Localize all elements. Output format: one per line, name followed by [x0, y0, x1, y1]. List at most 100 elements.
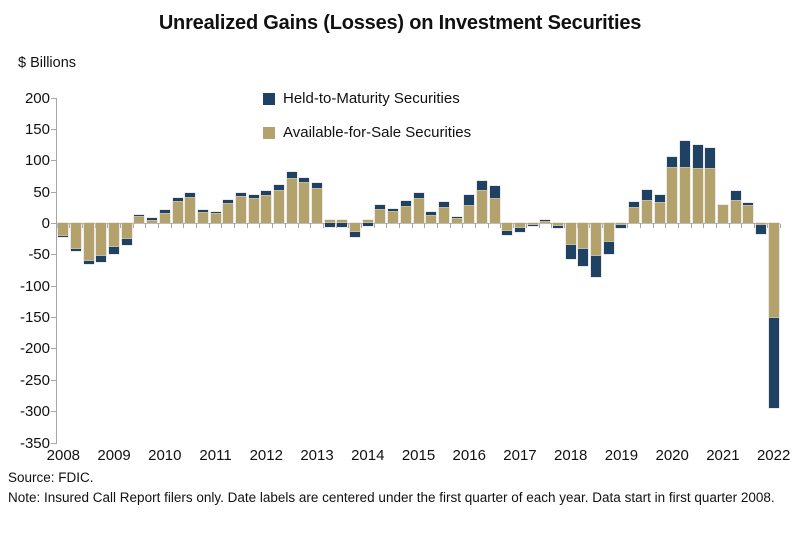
bar-2013-Q1-htm — [312, 183, 323, 188]
bar-2013-Q4-htm — [350, 231, 361, 238]
bar-2015-Q3-afs — [438, 206, 449, 224]
y-tick-label: -50 — [28, 246, 50, 264]
bar-2011-Q3-htm — [235, 193, 246, 197]
y-tick-label: -300 — [19, 403, 50, 421]
x-tick-mark — [107, 223, 109, 228]
x-tick-mark — [132, 223, 134, 228]
bar-2017-Q1-afs — [514, 223, 525, 228]
x-tick-mark — [703, 223, 705, 228]
bar-2021-Q3-afs — [743, 204, 754, 224]
bar-2017-Q4-htm — [553, 225, 564, 229]
bar-2016-Q4-afs — [502, 223, 513, 231]
x-tick-mark — [196, 223, 198, 228]
bar-2022-Q1-afs — [768, 223, 779, 319]
chart-title: Unrealized Gains (Losses) on Investment … — [158, 12, 642, 34]
y-axis-line — [56, 98, 57, 443]
bar-2016-Q2-afs — [476, 190, 487, 224]
x-year-label: 2022 — [756, 447, 791, 464]
bar-2009-Q2-afs — [121, 223, 132, 239]
x-tick-mark — [272, 223, 274, 228]
bar-2016-Q1-afs — [464, 204, 475, 224]
y-tick-mark — [51, 97, 57, 99]
bar-2016-Q3-htm — [489, 185, 500, 199]
bar-2021-Q1-afs — [717, 205, 728, 224]
bar-2021-Q2-afs — [730, 200, 741, 224]
bar-2018-Q2-htm — [578, 248, 589, 267]
x-tick-mark — [424, 223, 426, 228]
bar-2009-Q3-htm — [134, 215, 145, 217]
x-tick-mark — [665, 223, 667, 228]
x-tick-mark — [716, 223, 718, 228]
bar-2011-Q3-afs — [235, 196, 246, 224]
bar-2011-Q1-afs — [210, 212, 221, 224]
x-tick-mark — [779, 223, 781, 228]
y-tick-label: -200 — [19, 340, 50, 358]
bar-2021-Q4-htm — [755, 224, 766, 235]
bar-2008-Q4-afs — [96, 223, 107, 257]
y-axis-title: $ Billions — [18, 55, 77, 71]
x-tick-mark — [525, 223, 527, 228]
bar-2020-Q2-htm — [679, 141, 690, 167]
x-tick-mark — [234, 223, 236, 228]
bar-2008-Q2-afs — [71, 223, 82, 250]
legend-item-afs: Available-for-Sale Securities — [263, 124, 471, 141]
x-tick-mark — [373, 223, 375, 228]
bar-2012-Q4-afs — [299, 182, 310, 224]
x-tick-mark — [386, 223, 388, 228]
bar-2015-Q1-afs — [413, 198, 424, 224]
x-tick-mark — [221, 223, 223, 228]
bar-2020-Q3-htm — [692, 145, 703, 169]
bar-2012-Q2-htm — [273, 185, 284, 190]
bar-2015-Q4-htm — [451, 216, 462, 218]
bar-2015-Q2-afs — [426, 214, 437, 224]
bar-2012-Q1-htm — [261, 191, 272, 196]
bar-2012-Q3-htm — [286, 172, 297, 178]
y-tick-mark — [51, 411, 57, 413]
x-tick-mark — [678, 223, 680, 228]
bar-2018-Q4-afs — [603, 223, 614, 243]
x-tick-mark — [411, 223, 413, 228]
bar-2020-Q2-afs — [679, 167, 690, 224]
y-tick-label: 100 — [24, 152, 50, 170]
bar-2010-Q4-htm — [197, 209, 208, 212]
x-year-label: 2013 — [300, 447, 334, 464]
bar-2013-Q3-htm — [337, 223, 348, 227]
x-year-label: 2016 — [452, 447, 486, 464]
bar-2014-Q3-htm — [388, 209, 399, 211]
bar-2019-Q4-afs — [654, 202, 665, 224]
x-year-label: 2017 — [503, 447, 537, 464]
footer-notes: Source: FDIC. Note: Insured Call Report … — [8, 468, 794, 509]
bar-2020-Q1-htm — [667, 156, 678, 167]
x-year-label: 2019 — [604, 447, 639, 464]
bar-2011-Q1-htm — [210, 211, 221, 213]
bar-2009-Q1-htm — [109, 246, 120, 255]
x-tick-mark — [360, 223, 362, 228]
bar-2021-Q2-htm — [730, 190, 741, 201]
x-year-label: 2021 — [706, 447, 740, 464]
x-tick-mark — [398, 223, 400, 228]
x-tick-mark — [246, 223, 248, 228]
x-year-label: 2010 — [148, 447, 182, 464]
bar-2010-Q4-afs — [197, 211, 208, 224]
bar-2010-Q3-htm — [185, 193, 196, 198]
x-tick-mark — [284, 223, 286, 228]
y-tick-mark — [51, 348, 57, 350]
x-year-label: 2015 — [401, 447, 436, 464]
x-tick-mark — [335, 223, 337, 228]
x-tick-mark — [348, 223, 350, 228]
x-tick-mark — [538, 223, 540, 228]
bar-2015-Q1-htm — [413, 192, 424, 199]
bar-2014-Q2-afs — [375, 209, 386, 224]
bar-2009-Q3-afs — [134, 215, 145, 224]
bar-2014-Q2-htm — [375, 205, 386, 209]
y-tick-label: -150 — [19, 309, 50, 327]
bar-2018-Q2-afs — [578, 223, 589, 249]
x-tick-mark — [513, 223, 515, 228]
bar-2016-Q2-htm — [476, 180, 487, 191]
y-tick-mark — [51, 442, 57, 444]
x-tick-mark — [500, 223, 502, 228]
x-tick-mark — [728, 223, 730, 228]
bar-2018-Q4-htm — [603, 242, 614, 255]
bar-2012-Q2-afs — [273, 189, 284, 224]
